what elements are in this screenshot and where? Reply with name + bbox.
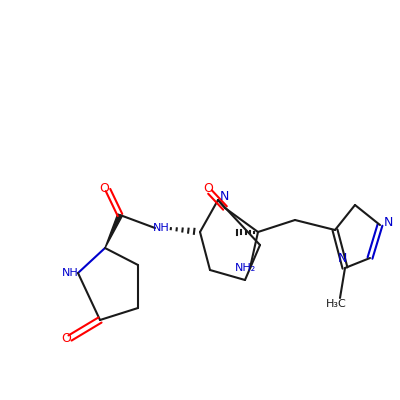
- Text: O: O: [61, 332, 71, 344]
- Polygon shape: [105, 214, 122, 248]
- Text: H₃C: H₃C: [326, 299, 346, 309]
- Text: NH: NH: [153, 223, 169, 233]
- Text: N: N: [383, 216, 393, 230]
- Text: NH: NH: [62, 268, 78, 278]
- Text: O: O: [203, 182, 213, 194]
- Text: N: N: [337, 252, 347, 264]
- Text: NH₂: NH₂: [234, 263, 256, 273]
- Text: O: O: [99, 182, 109, 194]
- Text: N: N: [219, 190, 229, 202]
